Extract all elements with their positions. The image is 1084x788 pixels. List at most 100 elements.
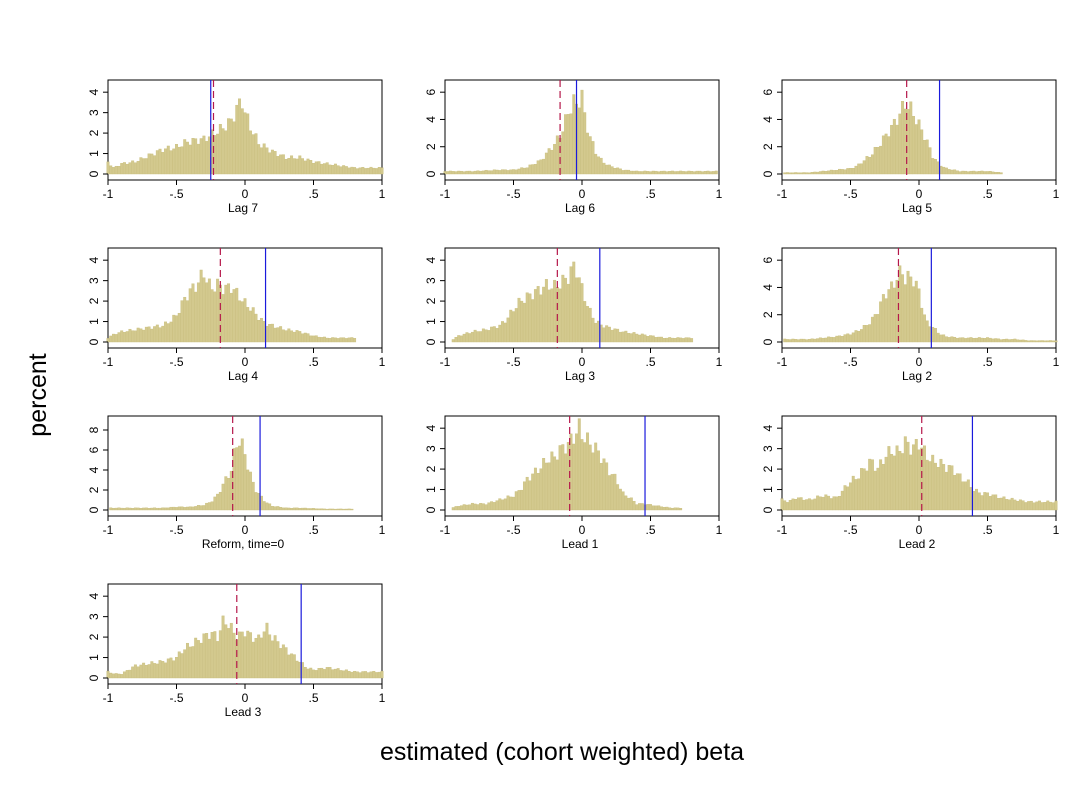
histogram-bar [169,657,173,679]
histogram-bar [227,628,231,679]
histogram-bar [238,631,241,679]
histogram-bar [838,496,842,511]
histogram-bar [470,171,474,175]
histogram-bar [624,169,628,175]
histogram-bar [931,158,935,175]
histogram-bar [172,506,176,511]
histogram-bar [109,335,113,343]
histogram-bar [988,171,992,175]
x-tick-label: .5 [308,355,318,369]
histogram-bar [849,482,852,511]
histogram-bar [986,492,989,511]
panel-9: -1 -.5 0 .5 1 0 1 2 3 4 Lead 3 [87,583,386,719]
panel-6: -1 -.5 0 .5 1 0 2 4 6 8 Reform, time=0 [87,415,386,551]
histogram-bar [933,159,937,175]
histogram-bar [621,331,625,343]
histogram-bar [544,279,548,343]
histogram-bar [114,165,118,175]
histogram-bar [884,298,888,343]
histogram-bar [1038,340,1042,343]
histogram-bar [1002,339,1006,343]
histogram-bar [651,505,655,511]
histogram-bar [512,311,515,343]
histogram-bar [142,507,146,511]
histogram-bar [153,507,157,511]
histogram-bar [824,494,828,511]
histogram-bar [216,278,220,343]
histogram-bar [996,172,1000,175]
histogram-bar [684,337,688,343]
histogram-bar [681,338,685,343]
histogram-bar [243,298,247,343]
histogram-bar [306,158,310,175]
histogram-bar [328,508,332,511]
histogram-bar [870,154,874,175]
histogram-bar [544,462,548,511]
histogram-bar [999,172,1003,175]
histogram-bar [350,166,354,175]
x-tick-label: 0 [916,187,923,201]
histogram-bar [977,492,981,511]
histogram-bar [295,330,299,343]
histogram-bar [180,653,184,679]
histogram-bar [975,488,979,511]
histogram-bar [854,330,858,343]
x-tick-label: -1 [103,691,114,705]
histogram-bar [501,321,505,343]
histogram-bar [558,445,562,511]
histogram-bar [533,289,537,343]
histogram-bar [312,335,315,343]
histogram-bar [818,496,822,511]
histogram-bar [454,337,458,343]
histogram-bar [139,328,143,343]
panel-label: Lead 2 [899,537,936,551]
histogram-bar [194,506,198,511]
histogram-bar [813,498,817,511]
histogram-bar [553,456,557,511]
histogram-bar [155,663,159,679]
histogram-bar [670,337,674,343]
histogram-bar [451,171,455,175]
y-tick-label: 6 [761,257,775,264]
histogram-bar [122,332,126,343]
histogram-bar [594,153,598,175]
histogram-bar [501,499,505,511]
histogram-bar [180,146,184,175]
x-tick-label: -.5 [843,355,857,369]
histogram-bar [1027,340,1031,343]
histogram-bar [317,668,321,679]
histogram-bar [150,153,154,175]
histogram-bar [687,337,691,343]
x-tick-label: .5 [645,523,655,537]
histogram-bar [290,508,294,511]
histogram-bar [591,452,595,511]
histogram-bar [221,128,225,175]
histogram-bar [133,664,137,679]
histogram-bar [309,335,313,343]
histogram-bar [147,664,151,679]
histogram-bar [224,284,228,343]
histogram-bar [262,501,266,511]
histogram-bar [868,458,872,511]
histogram-bar [153,663,157,679]
histogram-bar [1035,501,1039,511]
histogram-bar [276,327,280,343]
histogram-bar [481,328,485,343]
histogram-bar [503,322,507,343]
histogram-bar [791,338,795,343]
panel-label: Lag 3 [565,369,595,383]
histogram-bar [599,157,603,175]
histogram-bar [627,333,631,343]
histogram-bar [591,141,595,175]
histogram-bar [150,507,154,511]
histogram-bar [112,507,115,511]
histogram-bar [591,317,595,343]
histogram-bar [802,338,806,343]
histogram-bar [525,292,529,343]
histogram-bar [903,436,907,511]
histogram-bar [257,634,261,679]
histogram-bar [531,164,535,175]
histogram-bar [325,667,329,679]
histogram-bar [169,150,173,175]
histogram-bar [862,160,866,175]
